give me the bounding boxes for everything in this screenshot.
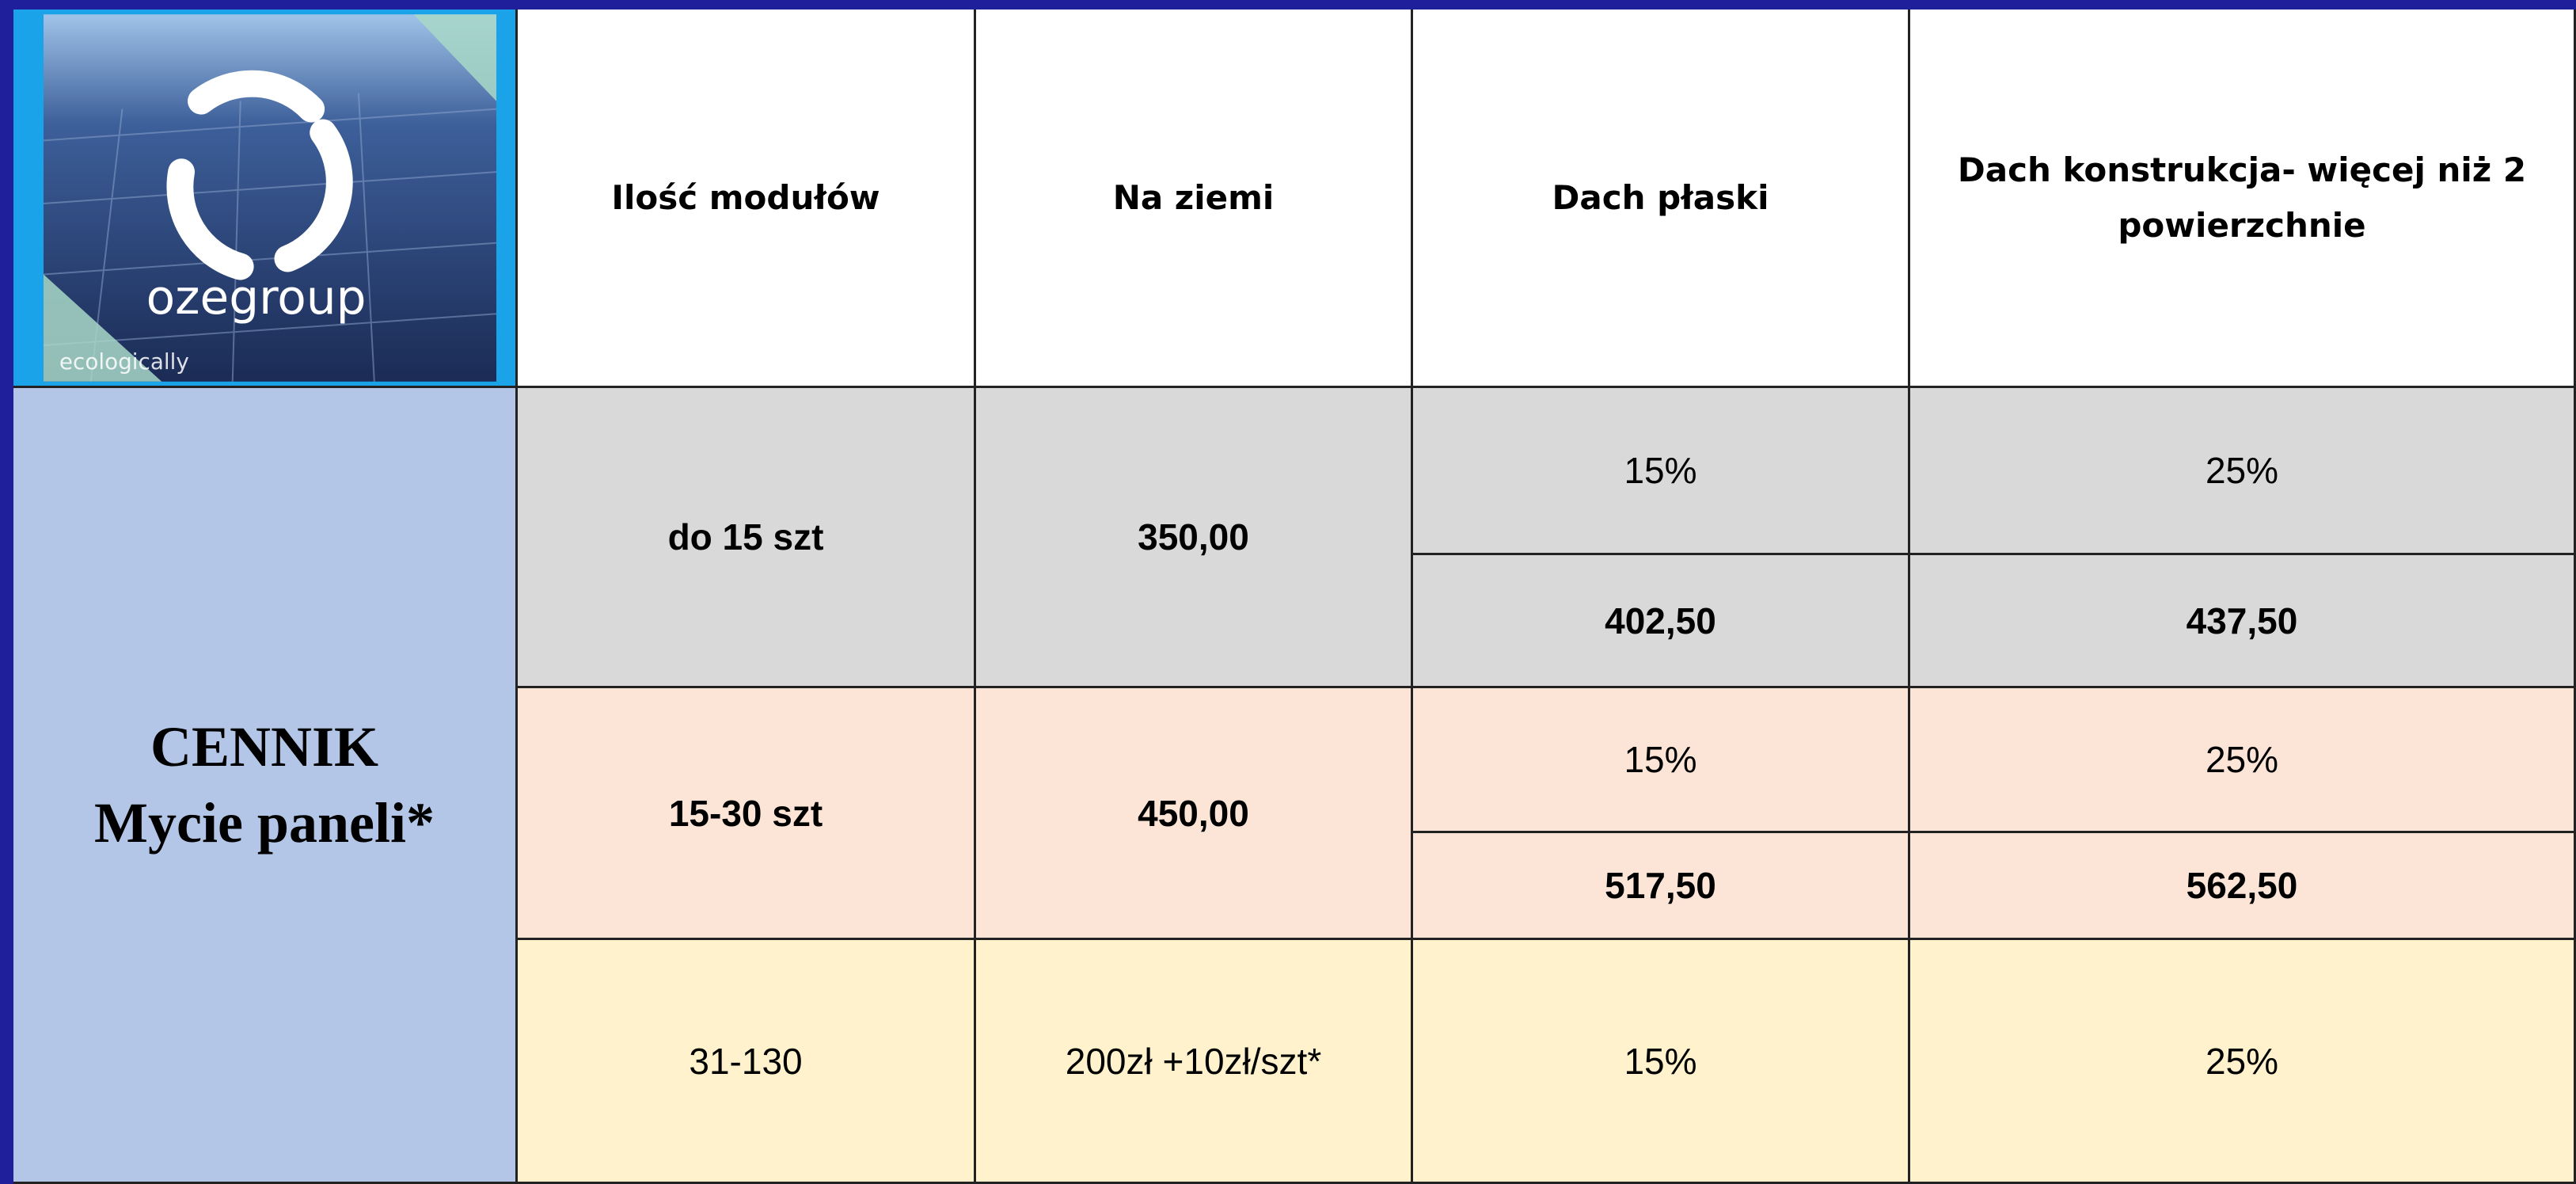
- construction-pct-cell: 25%: [1910, 940, 2576, 1184]
- flat-pct-cell: 15%: [1413, 388, 1910, 555]
- column-header: Ilość modułów: [518, 10, 976, 388]
- flat-pct-cell: 15%: [1413, 940, 1910, 1184]
- construction-price-cell: 437,50: [1910, 555, 2576, 688]
- logo-cell: ozegroup ecologically: [13, 10, 518, 388]
- ground-cell: 350,00: [976, 388, 1413, 688]
- logo-brand: ozegroup: [146, 271, 367, 326]
- modules-cell: 31-130: [518, 940, 976, 1184]
- modules-cell: do 15 szt: [518, 388, 976, 688]
- column-header: Dach płaski: [1413, 10, 1910, 388]
- ground-cell: 200zł +10zł/szt*: [976, 940, 1413, 1184]
- logo: ozegroup ecologically: [44, 13, 496, 382]
- side-line1: CENNIK: [150, 715, 379, 779]
- logo-tagline: ecologically: [59, 348, 189, 374]
- side-line2: Mycie paneli*: [94, 791, 435, 855]
- construction-pct-cell: 25%: [1910, 388, 2576, 555]
- side-label: CENNIK Mycie paneli*: [13, 388, 518, 1184]
- modules-cell: 15-30 szt: [518, 688, 976, 940]
- column-header: Dach konstrukcja- więcej niż 2 powierzch…: [1910, 10, 2576, 388]
- construction-pct-cell: 25%: [1910, 688, 2576, 833]
- ground-cell: 450,00: [976, 688, 1413, 940]
- construction-price-cell: 562,50: [1910, 833, 2576, 940]
- column-header: Na ziemi: [976, 10, 1413, 388]
- flat-price-cell: 402,50: [1413, 555, 1910, 688]
- flat-pct-cell: 15%: [1413, 688, 1910, 833]
- flat-price-cell: 517,50: [1413, 833, 1910, 940]
